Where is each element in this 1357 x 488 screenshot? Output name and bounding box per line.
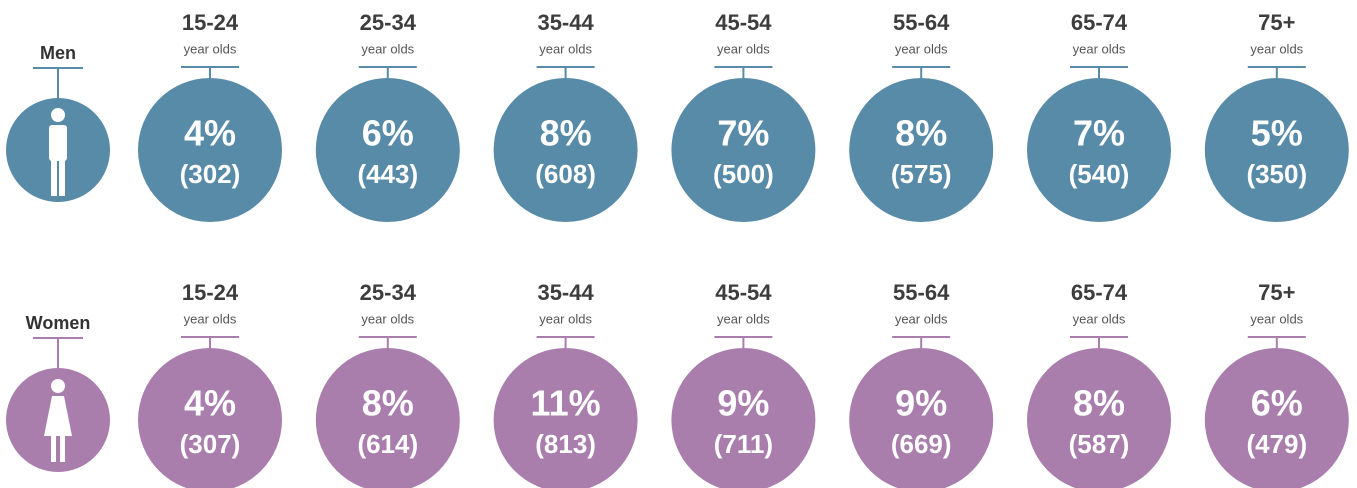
percent: 6% — [1251, 383, 1303, 424]
circle — [493, 78, 638, 222]
age-label: 25-34 — [360, 280, 417, 305]
age-unit: year olds — [895, 41, 948, 56]
percent: 8% — [895, 113, 947, 154]
age-label: 75+ — [1258, 10, 1295, 35]
percent: 9% — [717, 383, 769, 424]
count: (614) — [357, 429, 418, 459]
age-unit: year olds — [895, 311, 948, 326]
percent: 7% — [1073, 113, 1125, 154]
count: (669) — [891, 429, 952, 459]
percent: 7% — [717, 113, 769, 154]
circle — [315, 78, 460, 222]
percent: 9% — [895, 383, 947, 424]
percent: 6% — [362, 113, 414, 154]
percent: 4% — [184, 113, 236, 154]
age-unit: year olds — [539, 311, 592, 326]
age-unit: year olds — [361, 311, 414, 326]
count: (500) — [713, 159, 774, 189]
percent: 4% — [184, 383, 236, 424]
age-unit: year olds — [1073, 41, 1126, 56]
age-label: 55-64 — [893, 10, 950, 35]
circle — [671, 78, 816, 222]
percent: 8% — [540, 113, 592, 154]
age-unit: year olds — [184, 311, 237, 326]
age-unit: year olds — [1073, 311, 1126, 326]
age-label: 15-24 — [182, 10, 239, 35]
woman-icon — [6, 368, 110, 472]
group-label: Men — [40, 43, 76, 63]
age-label: 65-74 — [1071, 280, 1128, 305]
age-label: 75+ — [1258, 280, 1295, 305]
percent: 11% — [531, 383, 601, 424]
age-label: 25-34 — [360, 10, 417, 35]
count: (608) — [535, 159, 596, 189]
age-unit: year olds — [1250, 41, 1303, 56]
circle — [1027, 348, 1171, 488]
count: (479) — [1246, 429, 1307, 459]
circle — [849, 78, 994, 222]
age-label: 35-44 — [537, 280, 594, 305]
age-unit: year olds — [539, 41, 592, 56]
circle — [315, 348, 460, 488]
count: (540) — [1069, 159, 1130, 189]
circle — [1204, 348, 1349, 488]
age-unit: year olds — [717, 311, 770, 326]
count: (575) — [891, 159, 952, 189]
age-label: 55-64 — [893, 280, 950, 305]
circle — [138, 348, 282, 488]
percent: 5% — [1251, 113, 1303, 154]
group-label: Women — [26, 313, 91, 333]
count: (307) — [180, 429, 241, 459]
percent: 8% — [1073, 383, 1125, 424]
circle — [849, 348, 994, 488]
circle — [493, 348, 638, 488]
circle — [1204, 78, 1349, 222]
count: (813) — [535, 429, 596, 459]
count: (350) — [1246, 159, 1307, 189]
age-unit: year olds — [361, 41, 414, 56]
age-label: 15-24 — [182, 280, 239, 305]
age-unit: year olds — [1250, 311, 1303, 326]
age-label: 45-54 — [715, 10, 772, 35]
count: (443) — [357, 159, 418, 189]
count: (587) — [1069, 429, 1130, 459]
man-icon — [6, 98, 110, 202]
percent: 8% — [362, 383, 414, 424]
age-unit: year olds — [184, 41, 237, 56]
circle — [138, 78, 282, 222]
circle — [1027, 78, 1171, 222]
age-label: 35-44 — [537, 10, 594, 35]
age-unit: year olds — [717, 41, 770, 56]
circle — [671, 348, 816, 488]
age-label: 65-74 — [1071, 10, 1128, 35]
count: (302) — [180, 159, 241, 189]
age-label: 45-54 — [715, 280, 772, 305]
count: (711) — [714, 429, 773, 459]
